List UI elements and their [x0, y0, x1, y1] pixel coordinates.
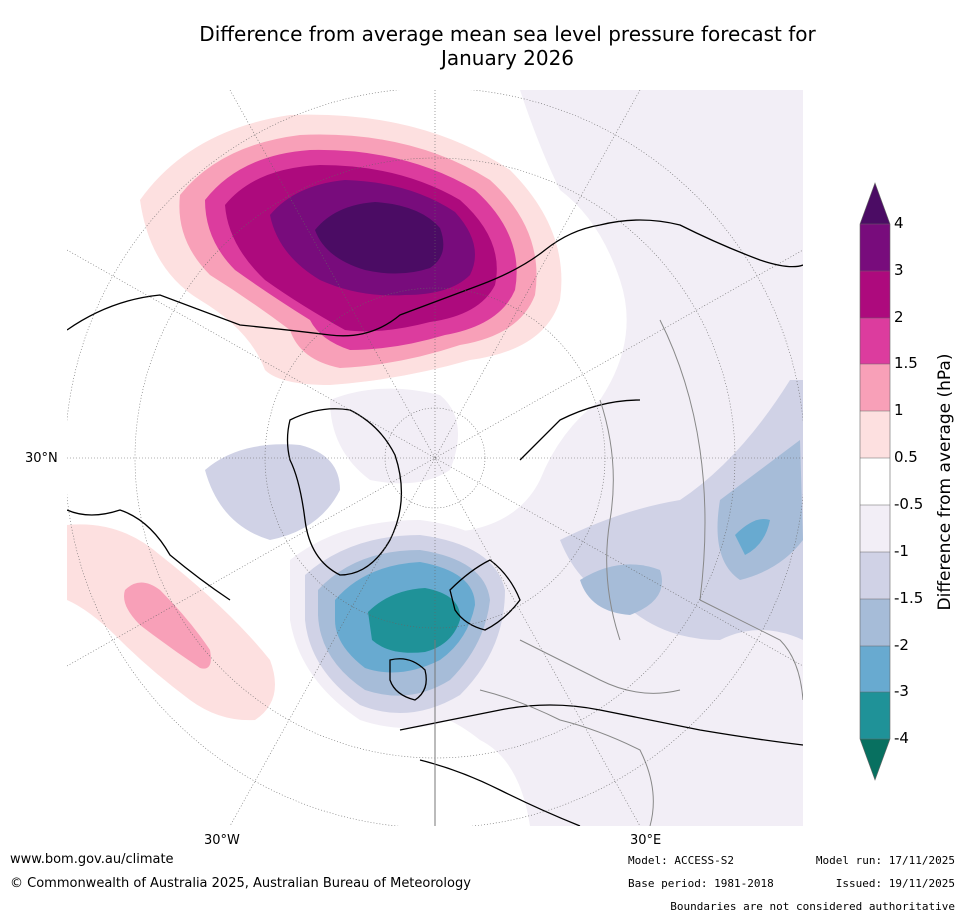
asia-low-teal [735, 519, 770, 555]
boundaries-disclaimer: Boundaries are not considered authoritat… [670, 900, 955, 913]
colorbar-tick: -3 [894, 682, 909, 700]
colorbar-segment-neg1.5-neg2 [860, 599, 890, 646]
colorbar-tick: 0.5 [894, 448, 918, 466]
title-line-1: Difference from average mean sea level p… [199, 22, 816, 46]
colorbar-title: Difference from average (hPa) [935, 353, 955, 611]
colorbar-segment-0.5-neg0.5 [860, 458, 890, 505]
north-america-low [205, 444, 340, 540]
map-title: Difference from average mean sea level p… [100, 22, 915, 70]
map-panel [67, 90, 803, 826]
colorbar-tick: -1.5 [894, 589, 924, 607]
colorbar-segment-1-0.5 [860, 411, 890, 458]
issued-text: Issued: 19/11/2025 [835, 877, 955, 890]
colorbar-tick: 4 [894, 214, 904, 232]
colorbar-segment-neg2-neg3 [860, 646, 890, 692]
model-run-text: Model run: 17/11/2025 [815, 854, 955, 867]
website-link[interactable]: www.bom.gov.au/climate [10, 852, 174, 867]
country-borders [479, 319, 803, 826]
central-russia-low [580, 564, 662, 615]
asia-low-core [717, 440, 803, 580]
colorbar-tick: 2 [894, 308, 904, 326]
colorbar-over-arrow [860, 183, 890, 224]
arctic-high-core [315, 202, 444, 274]
colorbar-segment-3-2 [860, 271, 890, 318]
colorbar-segment-neg3-neg4 [860, 692, 890, 739]
model-text: Model: ACCESS-S2 [628, 854, 734, 867]
colorbar-tick: 1 [894, 401, 904, 419]
colorbar-segment-1.5-1 [860, 364, 890, 411]
lon-label-30w: 30°W [204, 833, 240, 848]
lat-label-30n: 30°N [25, 451, 58, 466]
copyright-text: © Commonwealth of Australia 2025, Austra… [10, 876, 471, 891]
coastlines [67, 219, 803, 826]
colorbar-tick: -0.5 [894, 495, 924, 513]
colorbar [859, 182, 891, 781]
pacific-high-core [124, 582, 211, 669]
greenland-low [330, 388, 458, 484]
colorbar-segment-2-1.5 [860, 318, 890, 364]
colorbar-tick: -4 [894, 729, 909, 747]
colorbar-segment-neg0.5-neg1 [860, 505, 890, 552]
title-line-2: January 2026 [440, 46, 575, 70]
colorbar-segment-4-3 [860, 224, 890, 271]
base-period-text: Base period: 1981-2018 [628, 877, 774, 890]
colorbar-segment-neg1-neg1.5 [860, 552, 890, 599]
colorbar-tick: 1.5 [894, 354, 918, 372]
lon-label-30e: 30°E [630, 833, 662, 848]
meridian-lines [434, 640, 436, 826]
atlantic-low-core [368, 588, 461, 653]
colorbar-tick: 3 [894, 261, 904, 279]
colorbar-under-arrow [860, 739, 890, 780]
colorbar-tick: -1 [894, 542, 909, 560]
colorbar-tick: -2 [894, 636, 909, 654]
